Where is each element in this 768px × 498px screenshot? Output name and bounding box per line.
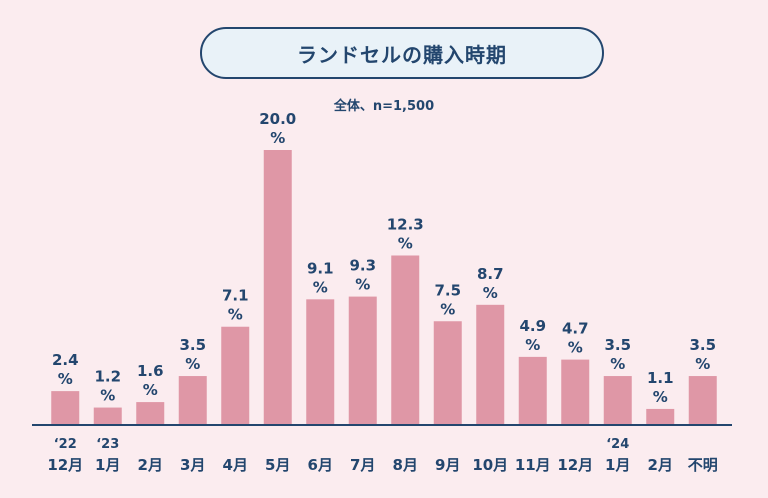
bar-12 xyxy=(518,356,547,424)
data-label-unit: % xyxy=(143,381,158,399)
data-label-unit: % xyxy=(313,278,328,296)
category-label: 7月 xyxy=(350,456,375,474)
bar-11 xyxy=(476,304,505,424)
data-label-unit: % xyxy=(185,355,200,373)
bar-10 xyxy=(433,321,462,424)
data-label-value: 3.5 xyxy=(179,336,206,354)
data-label-value: 20.0 xyxy=(259,110,296,128)
bar-9 xyxy=(391,255,420,424)
data-label-value: 3.5 xyxy=(689,336,716,354)
category-label: 3月 xyxy=(180,456,205,474)
bar-2 xyxy=(93,407,122,424)
data-label-value: 7.1 xyxy=(222,287,249,305)
bar-15 xyxy=(646,408,675,424)
data-label-unit: % xyxy=(228,306,243,324)
data-label-value: 1.1 xyxy=(647,369,674,387)
data-label-unit: % xyxy=(398,234,413,252)
data-label-value: 4.9 xyxy=(519,317,546,335)
category-label: 12月 xyxy=(557,456,593,474)
data-label-value: 1.2 xyxy=(94,368,121,386)
category-label: 1月 xyxy=(95,456,120,474)
data-label-unit: % xyxy=(568,339,583,357)
bar-14 xyxy=(603,376,632,424)
data-label-unit: % xyxy=(695,355,710,373)
bar-13 xyxy=(561,359,590,424)
category-label: 6月 xyxy=(308,456,333,474)
bar-16 xyxy=(688,376,717,424)
category-label: 11月 xyxy=(515,456,551,474)
data-label-value: 7.5 xyxy=(434,281,461,299)
category-label: 4月 xyxy=(223,456,248,474)
data-label-unit: % xyxy=(525,336,540,354)
chart-title: ランドセルの購入時期 xyxy=(200,27,604,79)
category-label: 12月 xyxy=(47,456,83,474)
bar-4 xyxy=(178,376,207,424)
data-label-value: 1.6 xyxy=(137,362,164,380)
year-marker-label: ‘23 xyxy=(96,437,119,452)
bar-7 xyxy=(306,299,335,424)
data-label-unit: % xyxy=(440,300,455,318)
data-label-value: 9.3 xyxy=(349,257,376,275)
bar-1 xyxy=(51,391,80,424)
category-label: 5月 xyxy=(265,456,290,474)
chart-subtitle: 全体、n=1,500 xyxy=(333,99,435,114)
data-label-unit: % xyxy=(270,129,285,147)
category-label: 不明 xyxy=(688,456,718,474)
data-label-unit: % xyxy=(58,370,73,388)
data-label-unit: % xyxy=(483,284,498,302)
bar-6 xyxy=(263,150,292,424)
category-label: 9月 xyxy=(435,456,460,474)
data-label-unit: % xyxy=(610,355,625,373)
year-marker-label: ‘24 xyxy=(606,437,629,452)
bar-5 xyxy=(221,326,250,424)
category-label: 2月 xyxy=(648,456,673,474)
data-label-value: 3.5 xyxy=(604,336,631,354)
data-label-value: 12.3 xyxy=(387,215,424,233)
category-label: 10月 xyxy=(472,456,508,474)
category-label: 2月 xyxy=(138,456,163,474)
bar-8 xyxy=(348,296,377,424)
category-label: 1月 xyxy=(605,456,630,474)
data-label-unit: % xyxy=(355,276,370,294)
data-label-unit: % xyxy=(100,387,115,405)
data-label-unit: % xyxy=(653,388,668,406)
bar-3 xyxy=(136,402,165,424)
data-label-value: 4.7 xyxy=(562,320,589,338)
category-label: 8月 xyxy=(393,456,418,474)
data-label-value: 9.1 xyxy=(307,259,334,277)
data-label-value: 8.7 xyxy=(477,265,504,283)
data-label-value: 2.4 xyxy=(52,351,79,369)
year-marker-label: ‘22 xyxy=(54,437,77,452)
